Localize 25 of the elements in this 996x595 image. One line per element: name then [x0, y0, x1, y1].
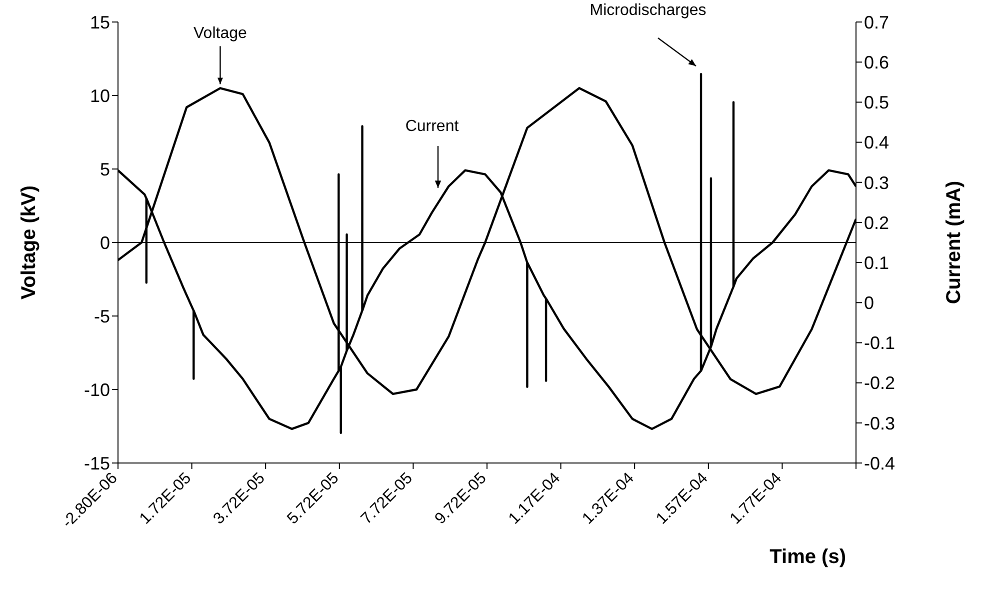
y2-tick-label: 0.5 [864, 92, 890, 113]
x-axis-title: Time (s) [770, 546, 846, 568]
y-tick-label: 0 [100, 232, 110, 253]
y-tick-label: -10 [84, 380, 110, 400]
y-axis-title: Voltage (kV) [18, 185, 40, 300]
y-tick-label: -5 [94, 306, 110, 326]
y2-tick-label: -0.4 [864, 453, 896, 474]
y-tick-label: 15 [90, 12, 110, 32]
y2-tick-label: 0.7 [864, 12, 890, 32]
y2-axis-title: Current (mA) [943, 180, 966, 304]
y2-tick-label: 0.4 [864, 132, 890, 153]
y2-tick-label: -0.3 [864, 413, 896, 434]
annotation: Current [405, 118, 459, 136]
y2-tick-label: 0.3 [864, 172, 890, 193]
y-tick-label: 10 [90, 86, 110, 106]
y-tick-label: -15 [84, 453, 110, 474]
annotation: Voltage [194, 25, 247, 42]
y2-tick-label: 0.1 [864, 252, 890, 273]
y2-tick-label: 0 [864, 293, 874, 314]
y2-tick-label: -0.2 [864, 373, 896, 394]
y2-tick-label: -0.1 [864, 333, 896, 354]
y2-tick-label: 0.2 [864, 212, 890, 233]
text: Microdischarges [590, 2, 706, 20]
y2-tick-label: 0.6 [864, 52, 890, 72]
y-tick-label: 5 [100, 159, 110, 180]
